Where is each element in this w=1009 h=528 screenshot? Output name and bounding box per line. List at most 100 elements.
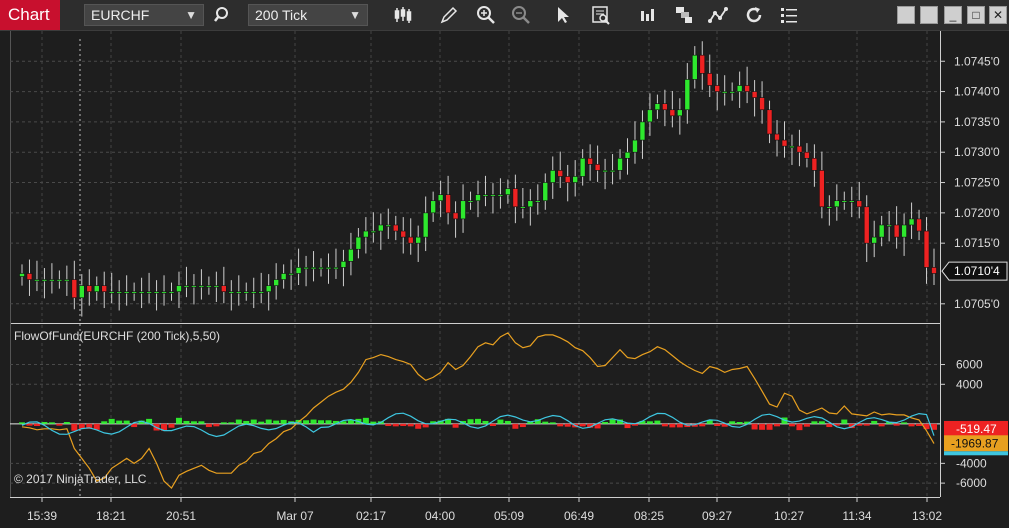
candle-up bbox=[333, 267, 339, 270]
instrument-selector[interactable]: EURCHF ▼ bbox=[84, 4, 204, 26]
pointer-icon[interactable] bbox=[552, 4, 574, 26]
candle-up bbox=[497, 194, 504, 197]
flow-of-fund-line bbox=[21, 332, 935, 490]
histogram-bar-up bbox=[310, 419, 317, 424]
histogram-bar-up bbox=[175, 417, 182, 424]
templates-icon[interactable] bbox=[673, 4, 695, 26]
price-tick-label: 1.0735'0 bbox=[954, 115, 1000, 129]
histogram-bar-up bbox=[63, 421, 70, 424]
strategies-icon[interactable] bbox=[707, 4, 729, 26]
minimize-icon[interactable]: _ bbox=[944, 6, 962, 24]
histogram-bar-down bbox=[519, 423, 526, 428]
histogram-bar-down bbox=[759, 423, 766, 430]
candle-down bbox=[101, 285, 108, 292]
histogram-bar-up bbox=[818, 421, 825, 424]
histogram-bar-down bbox=[557, 423, 564, 427]
histogram-bar-up bbox=[467, 419, 474, 424]
candle-up bbox=[116, 291, 122, 294]
candle-up bbox=[520, 206, 526, 209]
histogram-bar-down bbox=[392, 423, 399, 427]
histogram-bar-down bbox=[788, 423, 795, 427]
candle-up bbox=[303, 267, 309, 270]
histogram-bar-down bbox=[661, 423, 668, 427]
candle-up bbox=[609, 170, 616, 173]
instrument-value: EURCHF bbox=[91, 7, 150, 23]
histogram-bar-down bbox=[579, 423, 586, 427]
zoom-out-icon[interactable] bbox=[510, 4, 532, 26]
interval-selector[interactable]: 200 Tick ▼ bbox=[248, 4, 368, 26]
candle-up bbox=[49, 279, 55, 282]
histogram-bar-down bbox=[856, 423, 863, 426]
histogram-bar-down bbox=[669, 423, 676, 428]
candle-down bbox=[706, 73, 713, 86]
candle-up bbox=[310, 267, 317, 270]
candle-up bbox=[64, 279, 70, 282]
maximize-icon[interactable]: □ bbox=[967, 6, 985, 24]
candle-up bbox=[422, 212, 429, 238]
candle-up bbox=[677, 109, 683, 117]
candle-down bbox=[587, 157, 593, 165]
order-flow-icon[interactable] bbox=[638, 4, 660, 26]
candle-down bbox=[557, 170, 564, 177]
histogram-bar-down bbox=[863, 423, 870, 426]
histogram-bar-down bbox=[56, 423, 63, 426]
histogram-bar-down bbox=[796, 423, 803, 431]
value-2-badge bbox=[944, 435, 1008, 452]
pencil-icon[interactable] bbox=[438, 4, 460, 26]
time-tick-label: 08:25 bbox=[634, 509, 664, 523]
close-icon[interactable]: ✕ bbox=[989, 6, 1007, 24]
candle-down bbox=[221, 285, 227, 292]
candle-down bbox=[71, 279, 78, 299]
data-box-icon[interactable] bbox=[590, 4, 612, 26]
candle-up bbox=[138, 291, 145, 294]
histogram-bar-up bbox=[497, 419, 504, 424]
histogram-bar-down bbox=[774, 423, 781, 427]
candle-down bbox=[774, 133, 780, 141]
properties-icon[interactable] bbox=[778, 4, 800, 26]
candle-up bbox=[370, 230, 377, 233]
value-2-label: -1969.87 bbox=[951, 436, 999, 450]
zoom-in-icon[interactable] bbox=[475, 4, 497, 26]
price-tick-label: 1.0705'0 bbox=[954, 297, 1000, 311]
time-tick-label: Mar 07 bbox=[276, 509, 314, 523]
time-tick-label: 13:02 bbox=[912, 509, 942, 523]
candle-up bbox=[378, 224, 384, 232]
histogram-bar-down bbox=[833, 423, 840, 426]
candle-down bbox=[781, 139, 788, 147]
interval-value: 200 Tick bbox=[255, 7, 308, 23]
candle-down bbox=[452, 212, 459, 220]
candle-down bbox=[811, 157, 818, 171]
candle-up bbox=[355, 236, 362, 250]
histogram-bar-up bbox=[332, 420, 339, 424]
candle-up bbox=[527, 200, 534, 208]
chart-tab[interactable]: Chart bbox=[0, 0, 60, 30]
candle-up bbox=[624, 151, 631, 159]
bar-type-icon[interactable] bbox=[392, 4, 414, 26]
time-tick-label: 15:39 bbox=[27, 509, 57, 523]
reload-icon[interactable] bbox=[743, 4, 765, 26]
histogram-bar-down bbox=[931, 423, 937, 430]
histogram-bar-down bbox=[699, 423, 706, 427]
candle-up bbox=[482, 194, 489, 197]
candle-down bbox=[759, 97, 765, 111]
indicator-tick-label: -4000 bbox=[956, 456, 987, 470]
candle-up bbox=[108, 291, 115, 294]
chart-area[interactable]: 1.0745'0 1.0740'0 1.0735'0 1.0730'0 1.0725'0… bbox=[0, 31, 1009, 528]
theme-icon[interactable] bbox=[920, 6, 938, 24]
candle-up bbox=[183, 285, 190, 288]
magnifier-icon[interactable] bbox=[212, 4, 234, 26]
value-1-badge bbox=[944, 420, 1008, 437]
candle-up bbox=[878, 224, 885, 238]
histogram-bar-down bbox=[908, 423, 915, 427]
candle-down bbox=[26, 273, 33, 280]
candle-down bbox=[923, 230, 930, 268]
theme-icon[interactable] bbox=[897, 6, 915, 24]
candle-down bbox=[766, 109, 773, 135]
histogram-bar-up bbox=[504, 420, 511, 424]
candle-up bbox=[826, 206, 833, 209]
indicator-tick-label: 4000 bbox=[956, 377, 983, 391]
histogram-bar-up bbox=[41, 421, 48, 424]
histogram-bar-up bbox=[146, 418, 153, 424]
histogram-bar-up bbox=[744, 421, 751, 424]
candle-up bbox=[721, 91, 728, 94]
